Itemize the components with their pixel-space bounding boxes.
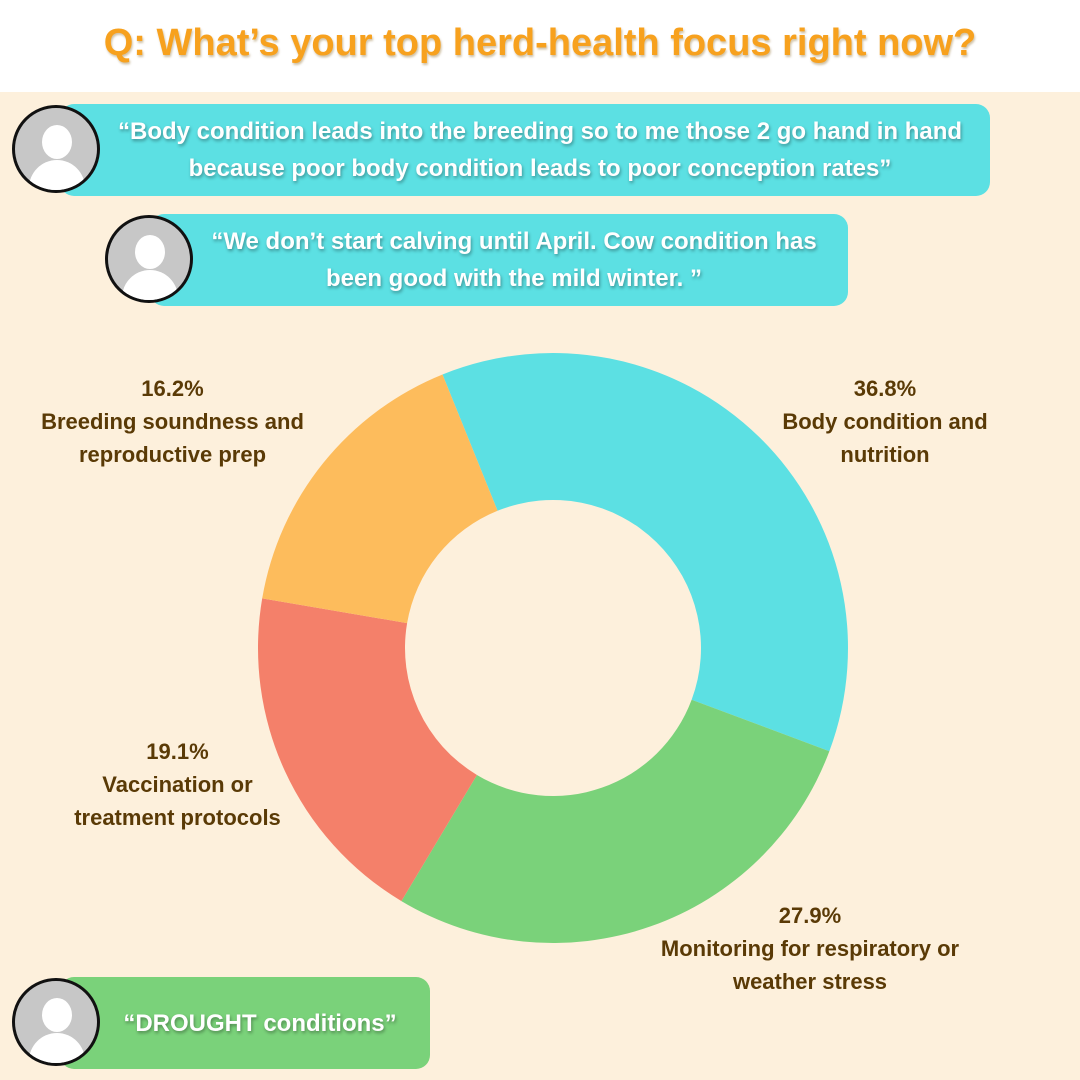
avatar (12, 105, 100, 193)
title: Q: What’s your top herd-health focus rig… (103, 22, 977, 64)
value-label: 36.8% (853, 376, 917, 401)
category-label: Body condition and nutrition (782, 409, 988, 467)
slice-label: 27.9% Monitoring for respiratory or weath… (645, 899, 975, 998)
slice-label: 36.8% Body condition and nutrition (780, 372, 990, 471)
quote-text: “We don’t start calving until April. Cow… (211, 228, 817, 292)
quote-text: “DROUGHT conditions” (123, 1009, 397, 1037)
slice-label: 16.2% Breeding soundness and reproductive… (35, 372, 310, 471)
donut-slice (401, 699, 830, 944)
donut-slice (262, 374, 498, 624)
donut-slice (257, 598, 477, 902)
slice-label: 19.1% Vaccination or treatment protocols (50, 735, 305, 834)
donut-slice (442, 353, 848, 752)
category-label: Vaccination or treatment protocols (74, 772, 281, 830)
quote-bubble: “DROUGHT conditions” (60, 977, 430, 1069)
quote-bubble: “We don’t start calving until April. Cow… (150, 214, 848, 306)
category-label: Monitoring for respiratory or weather st… (660, 936, 960, 994)
quote-text: “Body condition leads into the breeding … (117, 118, 963, 182)
header: Q: What’s your top herd-health focus rig… (0, 0, 1080, 92)
value-label: 19.1% (146, 739, 209, 764)
avatar (12, 978, 100, 1066)
avatar (105, 215, 193, 303)
value-label: 27.9% (778, 903, 842, 928)
quote-bubble: “Body condition leads into the breeding … (60, 104, 990, 196)
category-label: Breeding soundness and reproductive prep (41, 409, 304, 467)
value-label: 16.2% (141, 376, 204, 401)
